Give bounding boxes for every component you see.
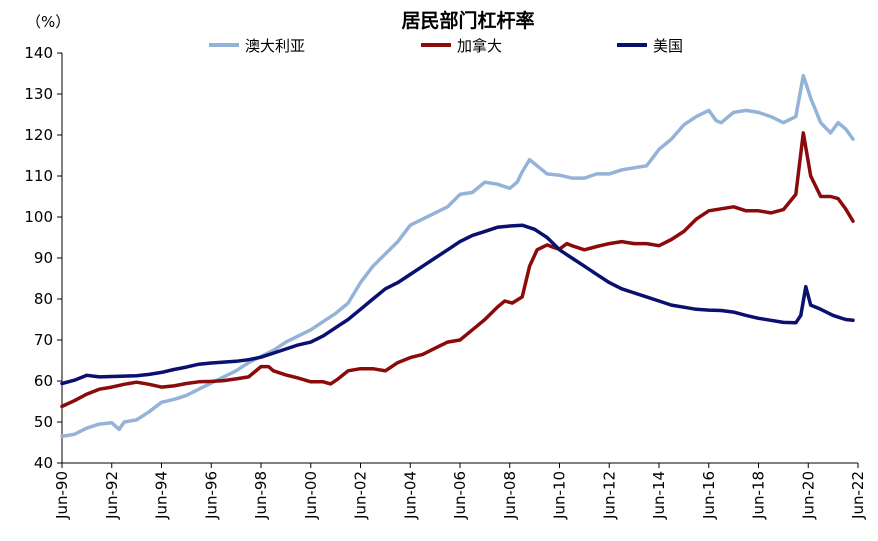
x-tick-label: Jun-12	[600, 471, 618, 520]
x-tick-label: Jun-20	[799, 471, 817, 520]
legend-label-australia: 澳大利亚	[245, 37, 305, 55]
series-line-canada	[60, 131, 855, 409]
y-axis: 40 50 60 70 80 90 100 110 120 130 140	[24, 44, 63, 472]
y-tick-label: 110	[24, 167, 53, 185]
x-tick-label: Jun-18	[750, 471, 768, 520]
x-tick-label: Jun-02	[352, 471, 370, 520]
x-tick-label: Jun-14	[650, 471, 668, 520]
legend-label-usa: 美国	[653, 37, 683, 55]
series-layer	[60, 73, 855, 439]
y-tick-label: 90	[34, 249, 53, 267]
y-axis-unit: （%）	[26, 13, 70, 31]
chart-title: 居民部门杠杆率	[401, 9, 534, 32]
x-tick-label: Jun-10	[551, 471, 569, 520]
y-tick-label: 60	[34, 372, 53, 390]
y-tick-label: 40	[34, 454, 53, 472]
x-tick-label: Jun-22	[849, 471, 867, 520]
series-line-australia	[60, 73, 855, 439]
y-tick-label: 120	[24, 126, 53, 144]
y-tick-label: 140	[24, 44, 53, 62]
x-tick-label: Jun-04	[401, 471, 419, 520]
x-tick-label: Jun-16	[700, 471, 718, 520]
x-tick-label: Jun-92	[103, 471, 121, 520]
y-tick-label: 50	[34, 413, 53, 431]
legend-label-canada: 加拿大	[457, 37, 502, 55]
x-tick-label: Jun-90	[53, 471, 71, 520]
y-tick-label: 80	[34, 290, 53, 308]
x-tick-label: Jun-06	[451, 471, 469, 520]
series-line-usa	[60, 223, 855, 386]
legend: 澳大利亚 加拿大 美国	[209, 37, 683, 55]
x-tick-label: Jun-96	[202, 471, 220, 520]
x-tick-label: Jun-94	[153, 471, 171, 520]
y-tick-label: 100	[24, 208, 53, 226]
x-tick-label: Jun-08	[501, 471, 519, 520]
x-tick-label: Jun-00	[302, 471, 320, 520]
y-tick-label: 130	[24, 85, 53, 103]
y-tick-label: 70	[34, 331, 53, 349]
x-axis: Jun-90 Jun-92 Jun-94 Jun-96 Jun-98 Jun-00 Jun-…	[53, 462, 867, 520]
x-tick-label: Jun-98	[252, 471, 270, 520]
